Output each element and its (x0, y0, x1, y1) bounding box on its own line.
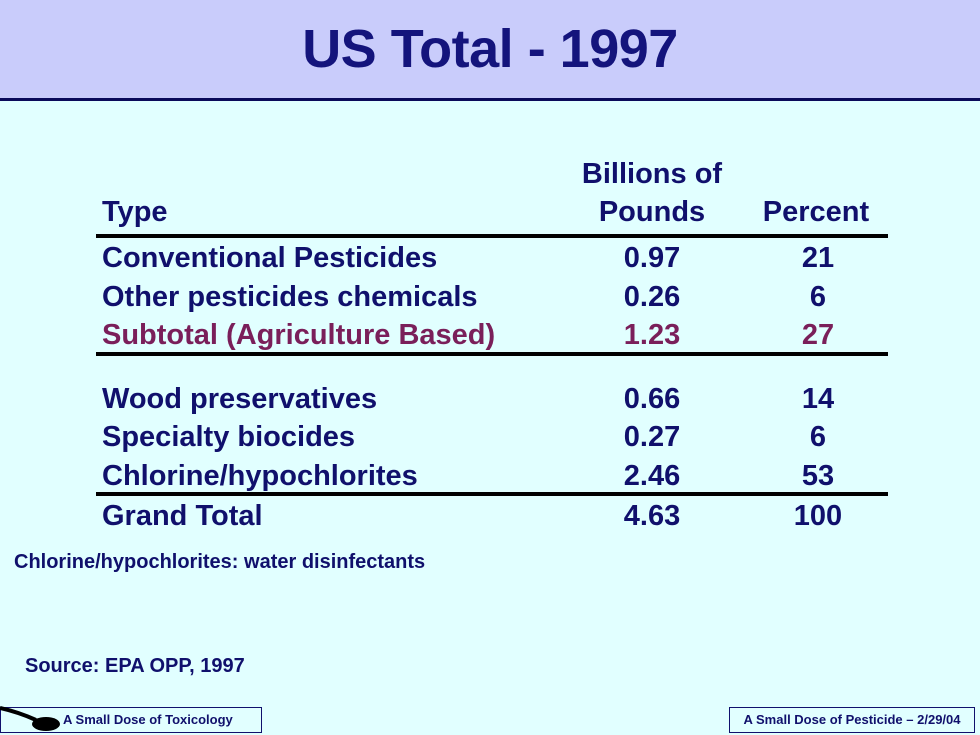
title-band: US Total - 1997 (0, 0, 980, 101)
header-percent: Percent (762, 196, 870, 228)
footer-left-label: A Small Dose of Toxicology (63, 712, 233, 727)
total-rule (96, 492, 888, 496)
row-type: Chlorine/hypochlorites (102, 460, 418, 492)
row-percent: 14 (801, 383, 835, 415)
header-type: Type (102, 196, 168, 228)
row-percent: 21 (801, 242, 835, 274)
subtotal-type: Subtotal (Agriculture Based) (102, 319, 496, 351)
row-pounds: 2.46 (623, 460, 681, 492)
footer-right-label: A Small Dose of Pesticide – 2/29/04 (743, 712, 961, 727)
row-pounds: 0.66 (623, 383, 681, 415)
subtotal-rule (96, 352, 888, 356)
row-pounds: 0.26 (623, 281, 681, 313)
grand-total-percent: 100 (793, 500, 843, 532)
footnote: Chlorine/hypochlorites: water disinfecta… (14, 551, 426, 573)
header-rule (96, 234, 888, 238)
spoon-icon (0, 706, 60, 731)
subtotal-percent: 27 (801, 319, 835, 351)
grand-total-pounds: 4.63 (623, 500, 681, 532)
source-note: Source: EPA OPP, 1997 (25, 655, 245, 677)
row-percent: 6 (809, 281, 827, 313)
row-type: Other pesticides chemicals (102, 281, 478, 313)
row-pounds: 0.97 (623, 242, 681, 274)
row-pounds: 0.27 (623, 421, 681, 453)
header-pounds-line2: Pounds (598, 196, 706, 228)
row-type: Conventional Pesticides (102, 242, 438, 274)
row-type: Wood preservatives (102, 383, 378, 415)
row-type: Specialty biocides (102, 421, 356, 453)
page-title: US Total - 1997 (302, 19, 678, 79)
grand-total-type: Grand Total (102, 500, 263, 532)
row-percent: 53 (801, 460, 835, 492)
subtotal-pounds: 1.23 (623, 319, 681, 351)
footer-right: A Small Dose of Pesticide – 2/29/04 (729, 707, 975, 733)
header-pounds-line1: Billions of (581, 158, 723, 190)
row-percent: 6 (809, 421, 827, 453)
